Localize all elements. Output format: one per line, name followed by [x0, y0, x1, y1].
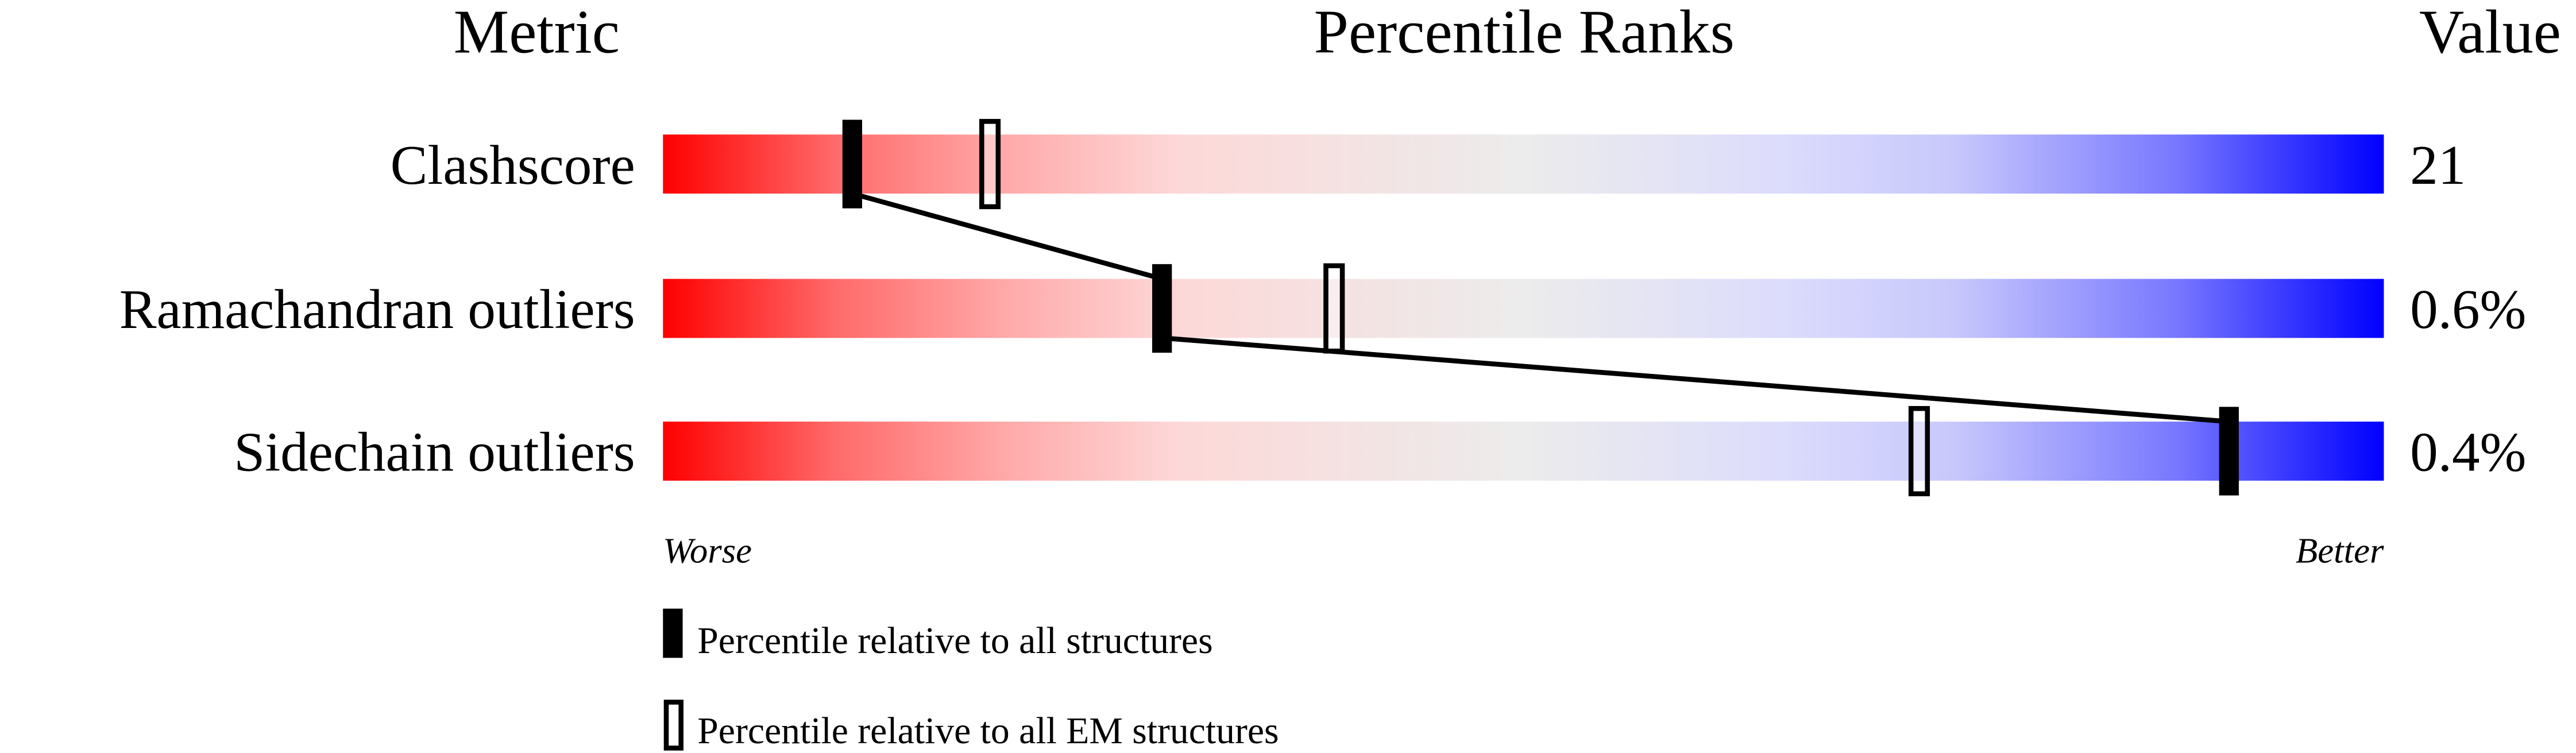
axis-better-label: Better — [2296, 531, 2384, 571]
legend-all-marker — [663, 608, 683, 658]
metric-label: Clashscore — [391, 134, 635, 196]
percentile-bar — [663, 134, 2384, 194]
all-percentile-marker — [2219, 407, 2239, 496]
metric-label: Sidechain outliers — [234, 422, 635, 484]
header-percentile-ranks: Percentile Ranks — [1314, 0, 1735, 66]
connector-line — [1161, 335, 2230, 424]
percentile-bar — [663, 279, 2384, 338]
em-percentile-marker — [1323, 263, 1345, 354]
legend-em-marker — [663, 700, 683, 751]
header-value: Value — [2419, 0, 2561, 66]
em-percentile-marker — [1908, 406, 1930, 497]
metric-value: 0.6% — [2410, 279, 2526, 341]
axis-worse-label: Worse — [663, 531, 752, 571]
metric-label: Ramachandran outliers — [119, 279, 635, 341]
legend-all-label: Percentile relative to all structures — [697, 620, 1212, 662]
all-percentile-marker — [842, 119, 862, 208]
legend-em-label: Percentile relative to all EM structures — [697, 710, 1279, 752]
em-percentile-marker — [979, 119, 1001, 210]
metric-value: 21 — [2410, 134, 2466, 196]
connector-line — [851, 191, 1163, 281]
all-percentile-marker — [1152, 264, 1172, 353]
header-metric: Metric — [454, 0, 620, 66]
metric-value: 0.4% — [2410, 422, 2526, 484]
percentile-bar — [663, 422, 2384, 481]
